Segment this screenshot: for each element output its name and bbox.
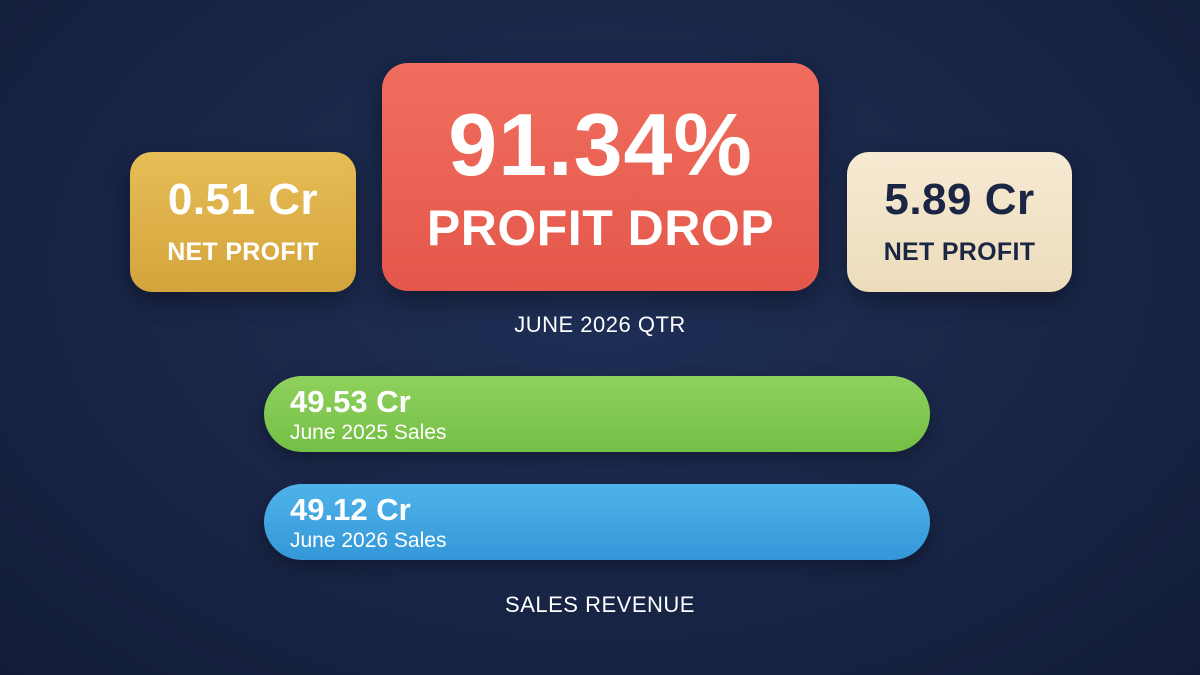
- period-caption: JUNE 2026 QTR: [514, 312, 686, 337]
- sales-2025-label: June 2025 Sales: [290, 420, 447, 444]
- profit-drop-percent: 91.34%: [448, 95, 753, 194]
- net-profit-previous-card: 5.89 Cr NET PROFIT: [847, 152, 1072, 292]
- profit-drop-card: 91.34% PROFIT DROP: [382, 63, 819, 291]
- sales-2025-value: 49.53 Cr: [290, 383, 411, 419]
- sales-2026-label: June 2026 Sales: [290, 528, 447, 552]
- sales-2026-value: 49.12 Cr: [290, 491, 411, 527]
- sales-revenue-caption: SALES REVENUE: [505, 592, 695, 617]
- net-profit-previous-label: NET PROFIT: [883, 237, 1036, 266]
- net-profit-previous-value: 5.89 Cr: [884, 174, 1035, 224]
- net-profit-current-card: 0.51 Cr NET PROFIT: [130, 152, 356, 292]
- sales-bar-2025: 49.53 Cr June 2025 Sales: [264, 376, 930, 452]
- net-profit-current-label: NET PROFIT: [167, 237, 319, 266]
- net-profit-current-value: 0.51 Cr: [167, 174, 319, 224]
- profit-drop-label: PROFIT DROP: [426, 200, 775, 256]
- sales-bar-2026: 49.12 Cr June 2026 Sales: [264, 484, 930, 560]
